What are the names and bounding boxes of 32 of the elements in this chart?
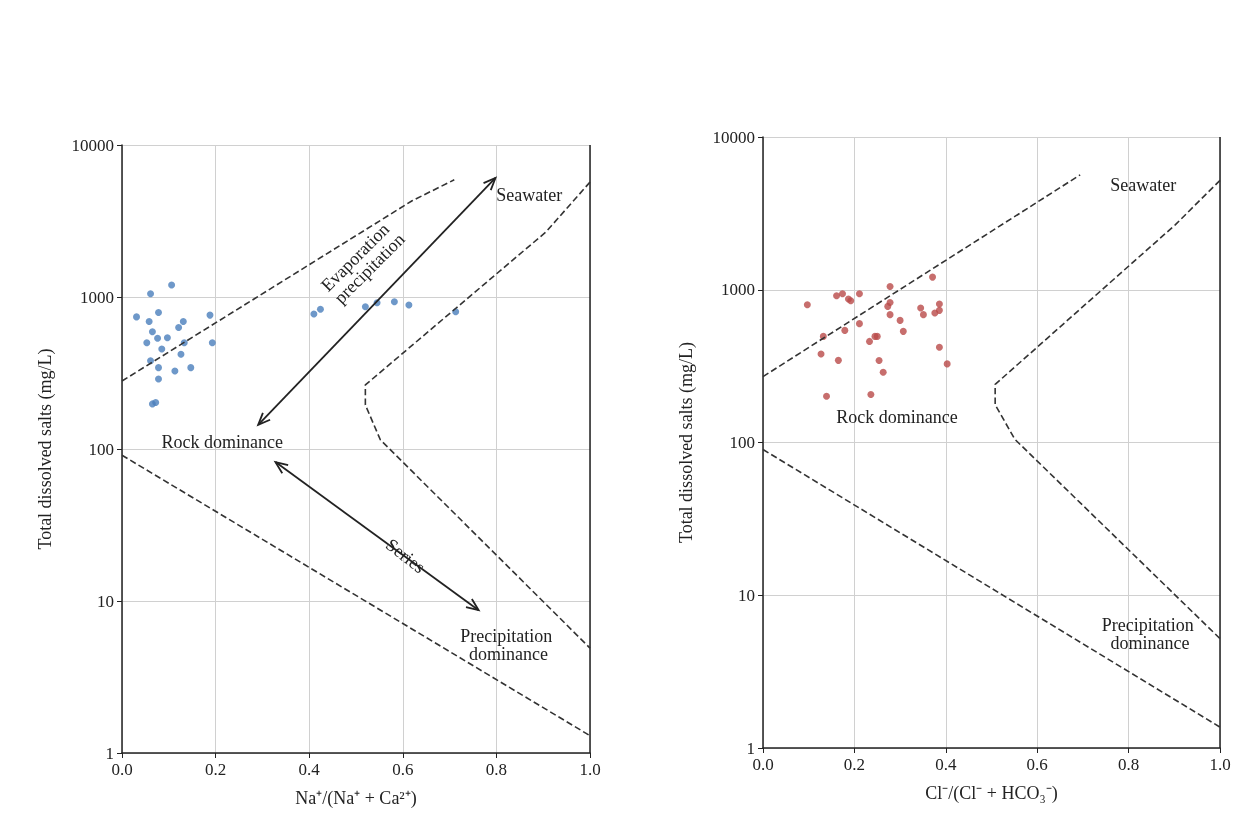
x-tick-label: 0.0 xyxy=(111,760,133,779)
x-tick-label: 0.4 xyxy=(298,760,321,779)
y-tick-label: 10 xyxy=(738,585,755,605)
x-tick-label: 0.4 xyxy=(935,755,957,774)
x-axis-title: Na⁺/(Na⁺ + Ca²⁺) xyxy=(295,788,417,809)
y-tick-label: 10000 xyxy=(712,127,755,147)
annotation: Rock dominance xyxy=(836,407,958,428)
annotation: Rock dominance xyxy=(161,432,283,453)
x-tick-label: 1.0 xyxy=(1209,755,1231,774)
annotation: Seawater xyxy=(1110,175,1177,195)
x-tick-label: 0.8 xyxy=(1117,755,1140,774)
y-axis-title: Total dissolved salts (mg/L) xyxy=(676,341,697,544)
x-axis-title: Cl⁻/(Cl⁻ + HCO₃⁻) xyxy=(925,783,1058,804)
y-tick-label: 100 xyxy=(729,433,755,452)
x-tick-label: 0.6 xyxy=(1026,755,1048,774)
x-tick-label: 0.6 xyxy=(392,760,414,779)
y-tick-label: 1 xyxy=(746,738,755,758)
annotation: Precipitation dominance xyxy=(460,626,557,665)
x-tick-label: 0.8 xyxy=(485,760,508,779)
y-tick-label: 10 xyxy=(97,591,114,611)
annotation: Precipitation dominance xyxy=(1101,614,1199,653)
x-tick-label: 1.0 xyxy=(579,760,601,779)
y-tick-label: 100 xyxy=(88,439,114,459)
y-axis-title: Total dissolved salts (mg/L) xyxy=(35,348,56,550)
y-tick-label: 1000 xyxy=(721,280,755,300)
x-tick-label: 0.2 xyxy=(843,755,866,774)
y-tick-label: 1 xyxy=(105,743,114,763)
x-tick-label: 0.2 xyxy=(204,760,227,779)
annotation: Seawater xyxy=(496,184,563,205)
y-tick-label: 1000 xyxy=(80,287,114,307)
y-tick-label: 10000 xyxy=(71,135,114,155)
x-tick-label: 0.0 xyxy=(752,755,774,774)
